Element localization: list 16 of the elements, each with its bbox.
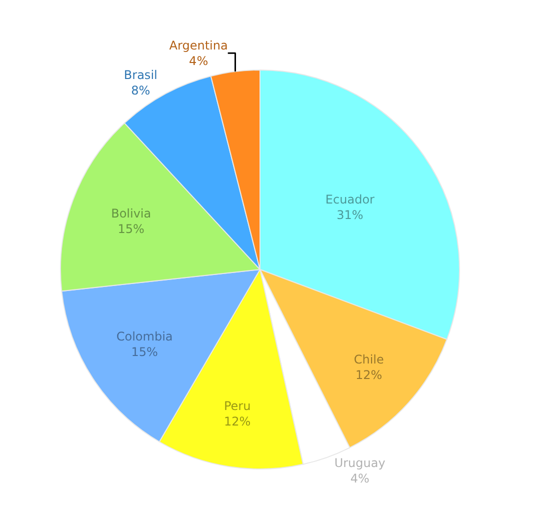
data-label: 12%: [356, 368, 382, 382]
data-label: 12%: [224, 414, 251, 429]
data-label: 8%: [131, 84, 150, 98]
slice-label: Peru: [224, 399, 251, 414]
slice-label: Colombia: [116, 330, 173, 344]
data-label: 31%: [336, 208, 364, 222]
data-label: 4%: [189, 54, 208, 68]
data-label: 4%: [350, 471, 370, 486]
slice-label: Chile: [354, 352, 384, 366]
slice-label: Ecuador: [325, 192, 375, 206]
slice-label: Argentina: [169, 38, 228, 52]
slice-label: Bolivia: [111, 206, 152, 221]
data-label: 15%: [131, 345, 158, 360]
slice-label: Brasil: [124, 68, 158, 82]
data-label: 15%: [118, 222, 144, 236]
slice-label: Uruguay: [334, 456, 386, 470]
